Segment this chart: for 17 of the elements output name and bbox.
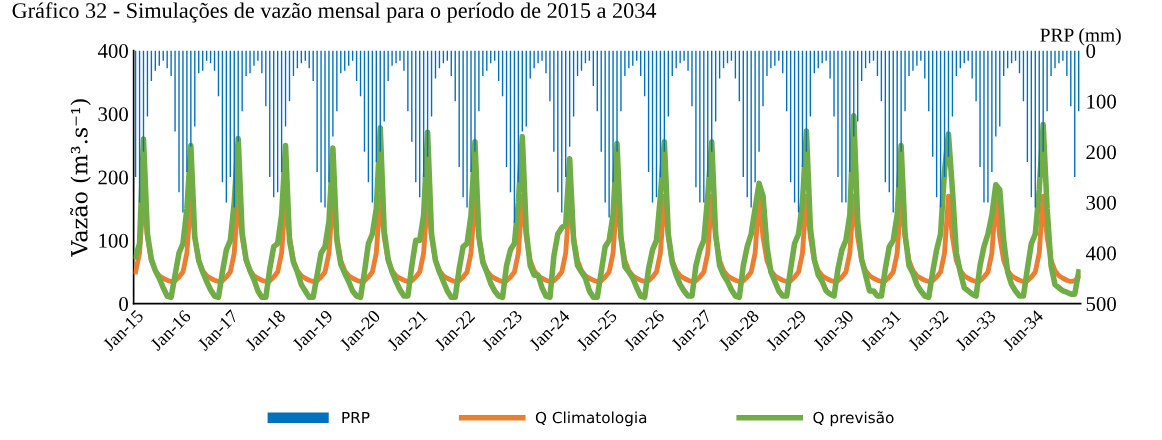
legend-label: PRP <box>342 411 370 424</box>
y-tick-label: 100 <box>99 233 128 248</box>
y2-axis-title: PRP (mm) <box>1040 27 1121 46</box>
y2-tick-label: 400 <box>1085 246 1116 261</box>
y-tick-label: 400 <box>97 43 128 59</box>
y2-tick-label: 200 <box>1086 145 1116 160</box>
y-tick-label: 200 <box>98 170 128 185</box>
y-tick-label: 0 <box>119 296 128 312</box>
chart-title: Gráfico 32 - Simulações de vazão mensal para o período de 2015 a 2034 <box>12 2 657 23</box>
y-tick-label: 300 <box>98 107 128 122</box>
y2-tick-label: 500 <box>1086 296 1116 312</box>
y2-tick-label: 0 <box>1086 43 1096 59</box>
y2-tick-label: 300 <box>1086 195 1116 210</box>
y-axis-title: Vazão (m³.s⁻¹) <box>70 99 91 257</box>
y2-tick-label: 100 <box>1087 94 1116 109</box>
legend-label: Q previsão <box>813 411 894 427</box>
legend-label: Q Climatologia <box>535 411 647 427</box>
